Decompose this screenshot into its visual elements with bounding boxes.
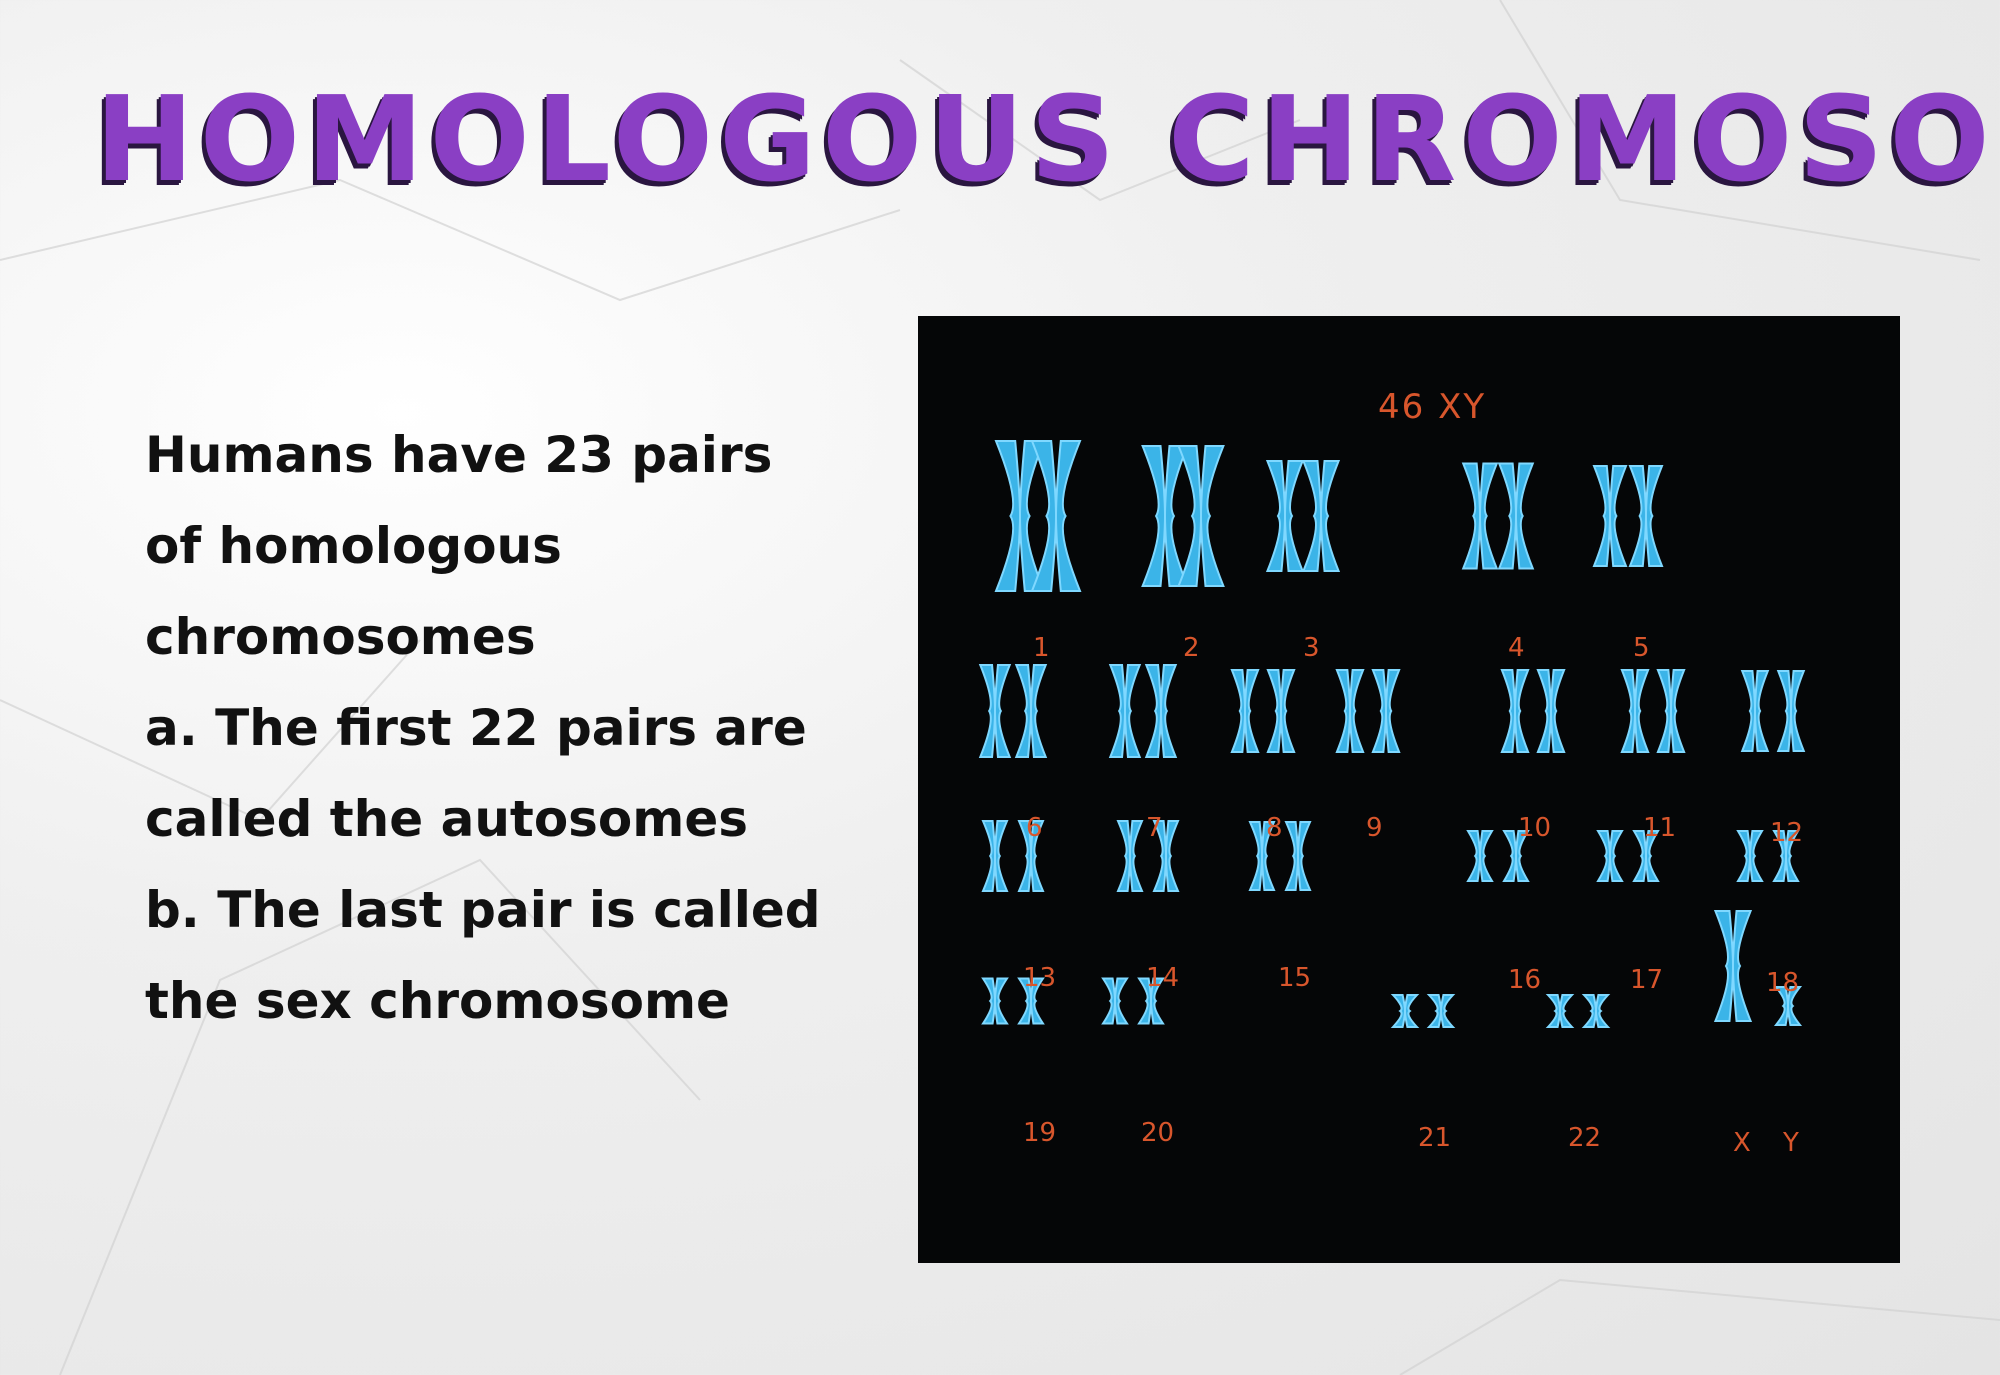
chromosome-19-2 (1017, 977, 1045, 1025)
karyotype-header: 46 XY (1378, 387, 1486, 427)
chromosome-label-15: 15 (1278, 963, 1311, 993)
chromosome-label-Y: Y (1782, 1128, 1799, 1158)
chromosome-label-X: X (1733, 1128, 1751, 1158)
chromosome-13-2 (1017, 820, 1045, 892)
chromosome-7-1 (1108, 664, 1142, 758)
chromosome-11-1 (1620, 669, 1650, 753)
chromosome-label-22: 22 (1568, 1123, 1601, 1153)
chromosome-16-2 (1502, 830, 1530, 882)
chromosome-3-1 (1265, 460, 1305, 572)
chromosome-12-1 (1740, 670, 1770, 752)
chromosome-Y (1773, 986, 1803, 1026)
chromosome-5-2 (1628, 465, 1664, 567)
chromosome-13-1 (981, 820, 1009, 892)
chromosome-22-1 (1545, 994, 1575, 1028)
chromosome-15-2 (1284, 821, 1312, 891)
chromosome-label-11: 11 (1643, 813, 1676, 843)
chromosome-label-12: 12 (1770, 818, 1803, 848)
chromosome-label-5: 5 (1633, 633, 1650, 663)
chromosome-20-2 (1137, 977, 1165, 1025)
chromosome-21-2 (1426, 994, 1456, 1028)
body-line: b. The last pair is called (145, 881, 821, 939)
chromosome-label-19: 19 (1023, 1118, 1056, 1148)
chromosome-1-2 (1030, 440, 1082, 592)
chromosome-19-1 (981, 977, 1009, 1025)
chromosome-20-1 (1101, 977, 1129, 1025)
chromosome-3-2 (1301, 460, 1341, 572)
karyotype-image: 46 XY 1 2 3 4 5 6 7 8 9 10 11 12 13 14 15 16 17 18 19 20 21 2… (918, 316, 1900, 1263)
chromosome-18-2 (1772, 830, 1800, 882)
chromosome-22-2 (1581, 994, 1611, 1028)
chromosome-2-2 (1177, 445, 1225, 587)
chromosome-9-2 (1371, 669, 1401, 753)
chromosome-17-2 (1632, 830, 1660, 882)
body-line: a. The first 22 pairs are (145, 699, 807, 757)
body-line: the sex chromosome (145, 972, 730, 1030)
chromosome-5-1 (1592, 465, 1628, 567)
chromosome-label-8: 8 (1266, 813, 1283, 843)
chromosome-X (1713, 910, 1753, 1022)
chromosome-1-1 (994, 440, 1046, 592)
chromosome-17-1 (1596, 830, 1624, 882)
chromosome-label-20: 20 (1141, 1118, 1174, 1148)
chromosome-label-3: 3 (1303, 633, 1320, 663)
chromosome-label-10: 10 (1518, 813, 1551, 843)
chromosome-label-6: 6 (1026, 813, 1043, 843)
chromosome-label-4: 4 (1508, 633, 1525, 663)
chromosome-2-1 (1141, 445, 1189, 587)
chromosome-6-1 (978, 664, 1012, 758)
chromosome-18-1 (1736, 830, 1764, 882)
chromosome-14-2 (1152, 820, 1180, 892)
chromosome-8-1 (1230, 669, 1260, 753)
chromosome-label-2: 2 (1183, 633, 1200, 663)
chromosome-7-2 (1144, 664, 1178, 758)
chromosome-16-1 (1466, 830, 1494, 882)
chromosome-11-2 (1656, 669, 1686, 753)
chromosome-6-2 (1014, 664, 1048, 758)
chromosome-21-1 (1390, 994, 1420, 1028)
body-line: chromosomes (145, 608, 536, 666)
chromosome-9-1 (1335, 669, 1365, 753)
chromosome-label-7: 7 (1146, 813, 1163, 843)
chromosome-label-18: 18 (1766, 968, 1799, 998)
chromosome-8-2 (1266, 669, 1296, 753)
chromosome-label-16: 16 (1508, 965, 1541, 995)
chromosome-14-1 (1116, 820, 1144, 892)
chromosome-label-17: 17 (1630, 965, 1663, 995)
body-line: Humans have 23 pairs (145, 426, 773, 484)
chromosome-10-2 (1536, 669, 1566, 753)
chromosome-12-2 (1776, 670, 1806, 752)
body-line: called the autosomes (145, 790, 749, 848)
chromosome-10-1 (1500, 669, 1530, 753)
chromosome-4-2 (1497, 462, 1535, 570)
chromosome-label-21: 21 (1418, 1123, 1451, 1153)
chromosome-label-9: 9 (1366, 813, 1383, 843)
body-text: Humans have 23 pairs of homologous chrom… (145, 410, 885, 1047)
page-title: HOMOLOGOUS CHROMOSOME (95, 70, 2000, 208)
body-line: of homologous (145, 517, 562, 575)
chromosome-label-13: 13 (1023, 963, 1056, 993)
chromosome-15-1 (1248, 821, 1276, 891)
chromosome-label-1: 1 (1033, 633, 1050, 663)
chromosome-label-14: 14 (1146, 963, 1179, 993)
chromosome-4-1 (1461, 462, 1499, 570)
